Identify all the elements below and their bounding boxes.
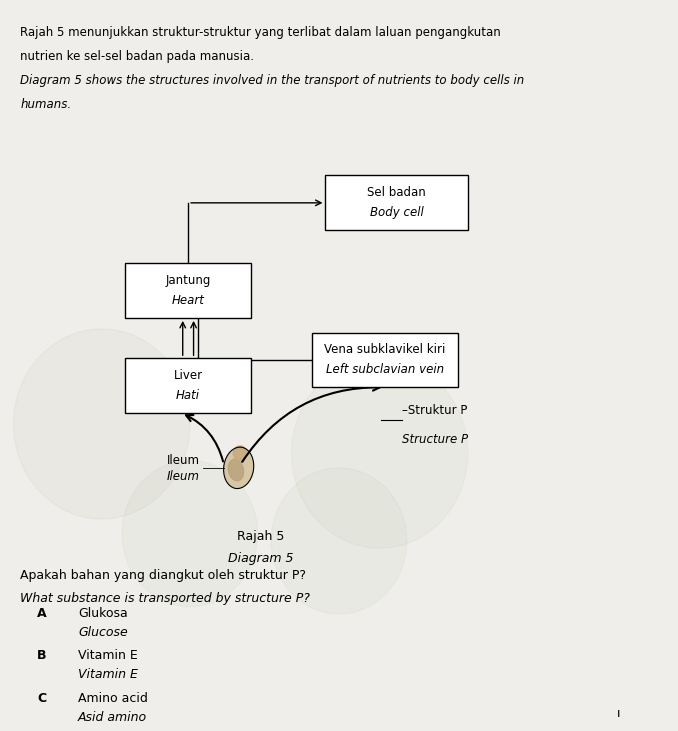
FancyBboxPatch shape [125,358,251,413]
Text: Asid amino: Asid amino [78,711,147,724]
Text: Hati: Hati [176,389,200,401]
Text: Rajah 5: Rajah 5 [237,530,285,543]
Text: Vitamin E: Vitamin E [78,668,138,681]
Ellipse shape [228,459,243,481]
Circle shape [122,461,258,607]
Text: Jantung: Jantung [165,274,211,287]
Text: Structure P: Structure P [401,433,468,447]
Text: Left subclavian vein: Left subclavian vein [325,363,444,376]
FancyBboxPatch shape [125,263,251,318]
Circle shape [14,329,190,519]
Circle shape [271,468,407,614]
Text: Vitamin E: Vitamin E [78,649,138,662]
FancyBboxPatch shape [325,175,468,230]
Text: Sel badan: Sel badan [367,186,426,199]
Text: ı: ı [617,707,620,720]
Text: Diagram 5 shows the structures involved in the transport of nutrients to body ce: Diagram 5 shows the structures involved … [20,74,525,87]
Ellipse shape [224,448,253,488]
Text: Vena subklavikel kiri: Vena subklavikel kiri [324,344,445,356]
Text: –Struktur P: –Struktur P [401,404,467,417]
Text: Heart: Heart [172,294,205,306]
Text: A: A [37,607,47,620]
Text: Apakah bahan yang diangkut oleh struktur P?: Apakah bahan yang diangkut oleh struktur… [20,569,306,582]
Text: What substance is transported by structure P?: What substance is transported by structu… [20,592,311,605]
Circle shape [292,358,468,548]
Text: nutrien ke sel-sel badan pada manusia.: nutrien ke sel-sel badan pada manusia. [20,50,254,63]
FancyBboxPatch shape [312,333,458,387]
Text: C: C [37,692,46,705]
Text: B: B [37,649,47,662]
Text: Diagram 5: Diagram 5 [228,552,294,565]
Text: Body cell: Body cell [370,206,424,219]
Text: Liver: Liver [174,369,203,382]
Circle shape [233,446,247,461]
Text: Glukosa: Glukosa [78,607,127,620]
Text: Ileum: Ileum [167,470,200,483]
Text: Rajah 5 menunjukkan struktur-struktur yang terlibat dalam laluan pengangkutan: Rajah 5 menunjukkan struktur-struktur ya… [20,26,501,39]
Text: humans.: humans. [20,98,71,111]
Text: Amino acid: Amino acid [78,692,148,705]
Text: Glucose: Glucose [78,626,127,639]
Text: Ileum: Ileum [167,454,200,467]
